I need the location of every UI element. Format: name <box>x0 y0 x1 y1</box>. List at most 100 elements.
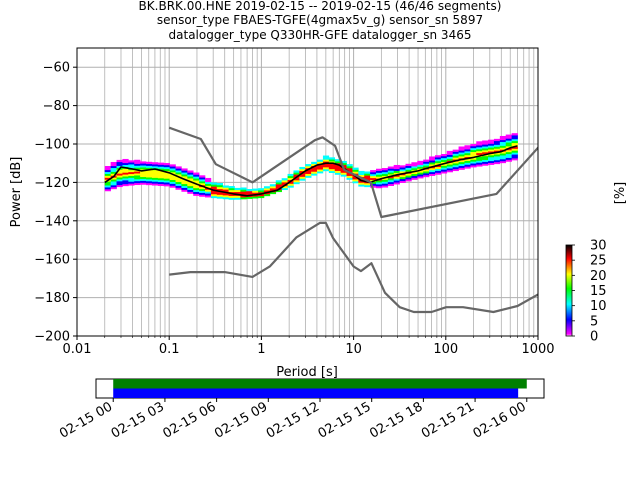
density-cell <box>334 172 341 175</box>
density-cell <box>199 190 206 193</box>
density-cell <box>352 167 359 170</box>
timeline-tick-label: 02-15 21 <box>419 399 477 441</box>
density-cell <box>205 185 212 188</box>
density-cell <box>175 177 182 181</box>
density-cell <box>240 187 247 190</box>
density-cell <box>399 174 406 178</box>
density-cell <box>258 195 265 199</box>
density-cell <box>423 173 430 176</box>
density-cell <box>440 165 448 168</box>
density-cell <box>122 170 129 173</box>
density-cell <box>293 180 300 183</box>
density-cell <box>499 147 507 150</box>
density-cell <box>104 185 111 188</box>
density-cell <box>482 140 489 143</box>
density-cell <box>275 180 282 183</box>
density-cell <box>116 179 123 182</box>
density-cell <box>305 175 312 178</box>
density-cell <box>352 177 359 180</box>
density-cell <box>511 140 518 144</box>
density-cell <box>104 165 111 169</box>
density-cell <box>417 170 424 173</box>
density-cell <box>376 180 383 183</box>
density-cell <box>370 181 377 184</box>
density-cell <box>482 146 489 149</box>
density-cell <box>122 164 129 167</box>
density-cell <box>488 139 495 142</box>
density-cell <box>387 168 395 171</box>
density-cell <box>340 170 347 173</box>
density-cell <box>140 176 147 179</box>
density-cell <box>440 169 448 172</box>
density-cell <box>210 182 218 185</box>
density-cell <box>169 166 176 169</box>
density-cell <box>505 140 512 143</box>
density-cell <box>157 172 165 175</box>
density-cell <box>505 146 512 149</box>
density-cell <box>476 145 483 148</box>
density-cell <box>446 154 453 157</box>
density-cell <box>387 170 395 173</box>
density-cell <box>146 177 153 180</box>
low-noise-model-line <box>169 221 538 314</box>
density-cell <box>493 156 501 159</box>
density-cell <box>470 151 477 154</box>
density-cell <box>187 176 194 179</box>
density-cell <box>393 172 400 175</box>
density-cell <box>346 175 353 178</box>
density-cell <box>181 170 188 173</box>
colorbar <box>565 244 573 337</box>
density-cell <box>328 159 336 162</box>
density-cell <box>364 171 371 174</box>
axes: 0.01 0.1 1 10 100 1000 −60 −80 −100 −120 −140 −160 −… <box>34 61 554 357</box>
density-cell <box>429 167 436 171</box>
density-cell <box>240 193 247 196</box>
density-cell <box>293 178 300 181</box>
density-cell <box>128 175 135 178</box>
density-cell <box>464 162 471 165</box>
density-cell <box>169 164 176 167</box>
density-cell <box>511 156 518 159</box>
density-cell <box>340 174 347 177</box>
density-cell <box>493 159 501 163</box>
density-cell <box>246 196 253 199</box>
density-cell <box>511 135 518 138</box>
density-cell <box>181 168 188 171</box>
density-cell <box>488 160 495 164</box>
density-cell <box>210 190 218 193</box>
density-cell <box>405 167 412 170</box>
density-cell <box>387 172 395 175</box>
density-cell <box>104 187 111 190</box>
density-cell <box>376 184 383 187</box>
density-cell <box>134 163 141 166</box>
density-cell <box>299 178 306 181</box>
density-cell <box>317 165 324 168</box>
density-cell <box>464 147 471 150</box>
density-cell <box>446 152 453 156</box>
density-cell <box>505 155 512 158</box>
density-cell <box>169 170 176 173</box>
density-cell <box>222 193 229 196</box>
density-cell <box>151 166 159 169</box>
density-cell <box>405 179 412 182</box>
timeline-tick-label: 02-15 12 <box>264 399 322 441</box>
colorbar-tick-label: 10 <box>590 299 607 314</box>
density-cell <box>110 181 117 184</box>
density-cell <box>293 181 300 185</box>
density-cell <box>340 172 347 175</box>
y-tick-label: −180 <box>34 291 70 306</box>
density-cell <box>399 176 406 180</box>
density-cell <box>222 197 229 200</box>
density-cell <box>234 195 241 198</box>
density-cell <box>104 177 111 180</box>
density-cell <box>281 178 288 181</box>
density-cell <box>240 189 247 192</box>
density-cell <box>399 165 406 168</box>
density-cell <box>482 157 489 160</box>
density-cell <box>393 170 400 173</box>
density-cell <box>358 172 365 176</box>
x-axis-label: Period [s] <box>276 365 338 380</box>
density-cell <box>417 176 424 179</box>
density-cell <box>116 177 123 180</box>
density-cell <box>393 178 400 181</box>
